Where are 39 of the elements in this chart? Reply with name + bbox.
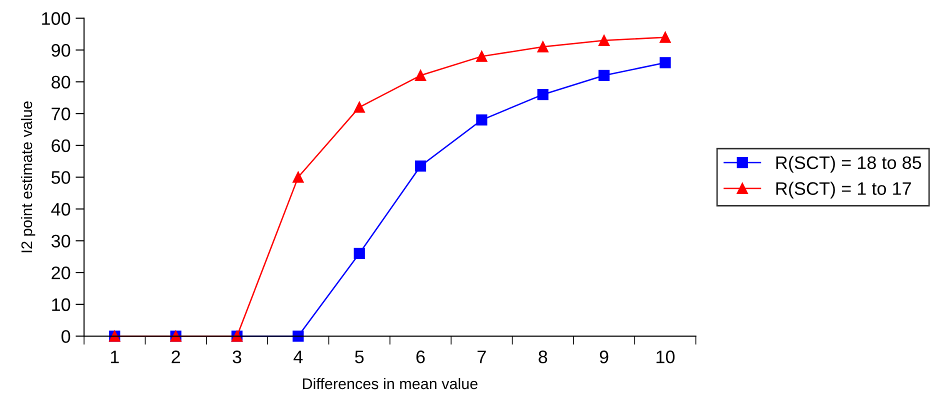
- y-tick-label: 40: [51, 202, 70, 216]
- y-tick-label: 0: [62, 330, 70, 343]
- x-tick-label: 9: [600, 350, 608, 364]
- y-tick-label: 100: [42, 12, 70, 25]
- point: [537, 41, 548, 52]
- y-tick-label: 80: [52, 76, 70, 89]
- x-tick-label: 7: [478, 350, 486, 364]
- x-tick-label: 3: [232, 350, 242, 364]
- point: [598, 34, 610, 46]
- point: [660, 32, 671, 43]
- y-tick-label: 20: [52, 266, 70, 280]
- point: [660, 57, 671, 68]
- x-tick-label: 2: [172, 350, 180, 364]
- point: [476, 114, 488, 126]
- y-tick-label: 70: [52, 108, 70, 120]
- point: [354, 102, 365, 113]
- point: [598, 70, 610, 82]
- y-tick-label: 10: [52, 298, 70, 312]
- x-tick-label: 6: [416, 350, 425, 364]
- x-axis-title: Differences in mean value: [303, 378, 478, 390]
- y-axis-title: I2 point estimate value: [20, 101, 36, 252]
- legend-label: R(SCT) = 1 to 17: [776, 182, 911, 199]
- y-tick-label: 90: [52, 44, 70, 57]
- point: [292, 172, 304, 183]
- point: [537, 88, 548, 100]
- point: [414, 70, 426, 82]
- y-tick-label: 30: [51, 234, 70, 248]
- x-tick-label: 8: [538, 350, 548, 364]
- point: [476, 50, 488, 62]
- x-tick-label: 10: [656, 350, 675, 364]
- legend-label: R(SCT) = 18 to 85: [776, 156, 922, 173]
- point: [414, 160, 426, 172]
- x-tick-label: 5: [355, 350, 364, 364]
- x-tick-label: 1: [111, 350, 119, 364]
- x-tick-label: 4: [294, 350, 303, 364]
- y-tick-label: 60: [52, 139, 70, 152]
- point: [292, 330, 304, 342]
- y-tick-label: 50: [52, 171, 70, 184]
- point: [354, 248, 365, 260]
